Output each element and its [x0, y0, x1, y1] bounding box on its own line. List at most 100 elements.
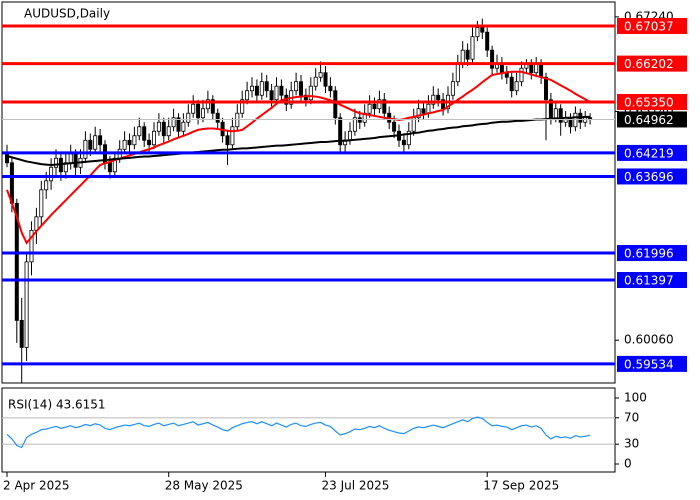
candle-body [480, 27, 485, 33]
candle-body [519, 67, 524, 83]
candle-body [166, 126, 171, 137]
ma-line [6, 115, 591, 167]
candle-body [279, 85, 284, 96]
candle-body [406, 130, 411, 146]
marks [5, 18, 593, 449]
candle-body [372, 103, 377, 110]
candle-body [73, 153, 78, 168]
candle-body [49, 166, 54, 182]
candle-body [308, 85, 313, 101]
rsi-y-tick-label: 0 [624, 457, 632, 471]
rsi-panel [1, 387, 616, 473]
candle-body [225, 135, 230, 146]
candle-body [352, 117, 357, 132]
candle-body [313, 76, 318, 87]
candle-body [450, 81, 455, 96]
candle-body [539, 63, 544, 78]
candle-body [142, 126, 147, 141]
x-tick-label: 2 Apr 2025 [3, 479, 70, 493]
grid: 2 Apr 2025 28 May 2025 23 Jul 2025 17 Sep 2… [2, 9, 674, 493]
candle-body [367, 103, 372, 114]
candle-body [132, 135, 137, 146]
x-tick-label: 17 Sep 2025 [483, 479, 559, 493]
level-box [617, 18, 687, 35]
candle-body [88, 139, 93, 150]
level-label: 0.65350 [624, 95, 674, 109]
ma-line [6, 70, 591, 245]
candle-body [558, 108, 563, 123]
candle-body [436, 94, 441, 101]
candle-body [196, 103, 201, 119]
candle-body [392, 121, 397, 132]
rsi-y-tick-label: 70 [624, 410, 639, 424]
candle-body [176, 117, 181, 132]
candle-body [171, 117, 176, 128]
candle-body [274, 85, 279, 101]
candle-body [44, 180, 49, 191]
level-label: 0.61397 [624, 274, 674, 288]
price-panel [1, 1, 616, 384]
candle-body [328, 85, 333, 92]
candle-body [54, 157, 59, 168]
candle-body [230, 126, 235, 146]
candle-body [107, 162, 112, 173]
candle-body [298, 81, 303, 96]
candle-body [460, 49, 465, 65]
level-box [617, 168, 687, 185]
candle-body [490, 49, 495, 69]
candle-body [19, 320, 24, 348]
candle-body [29, 229, 34, 263]
candle-body [200, 108, 205, 119]
candle-body [475, 27, 480, 38]
level-label: 0.61996 [624, 247, 674, 261]
candle-body [382, 99, 387, 114]
candle-body [514, 81, 519, 92]
candle-body [421, 108, 426, 114]
candle-body [455, 63, 460, 83]
candle-body [24, 261, 29, 348]
candle-body [215, 112, 220, 123]
candle-body [240, 99, 245, 114]
x-tick-label: 28 May 2025 [165, 479, 243, 493]
rsi-line [6, 416, 591, 449]
rsi-y-tick-label: 30 [624, 437, 639, 451]
candle-body [5, 153, 10, 164]
candle-body [583, 117, 588, 123]
candle-body [68, 153, 73, 164]
level-box [617, 245, 687, 262]
candle-body [235, 112, 240, 128]
overlay: 0.67037 0.66202 0.65350 0.64219 0.63696 0.619… [2, 18, 687, 372]
rsi-y-tick-label: 100 [624, 391, 647, 405]
candle-body [338, 117, 343, 146]
candle-body [269, 90, 274, 101]
candle-body [151, 130, 156, 146]
y-tick-label: 0.60060 [624, 333, 674, 347]
candle-body [254, 85, 259, 96]
candle-body [294, 81, 299, 92]
candle-body [137, 126, 142, 137]
x-tick-label: 23 Jul 2025 [322, 479, 390, 493]
candle-body [245, 90, 250, 101]
candle-body [122, 139, 127, 150]
candle-body [377, 99, 382, 110]
candle-body [465, 49, 470, 60]
candle-body [186, 112, 191, 123]
level-box [617, 93, 687, 110]
candle-body [93, 135, 98, 150]
chart-title: AUDUSD,Daily [24, 7, 110, 21]
level-label: 0.64962 [624, 113, 674, 127]
level-box [617, 111, 687, 128]
level-label: 0.59534 [624, 357, 674, 371]
candle-body [318, 72, 323, 78]
level-label: 0.63696 [624, 170, 674, 184]
level-box [617, 55, 687, 72]
level-label: 0.64219 [624, 146, 674, 160]
candle-body [416, 108, 421, 119]
candle-body [181, 121, 186, 132]
candle-body [156, 121, 161, 132]
candle-body [509, 76, 514, 92]
candle-body [264, 81, 269, 92]
level-label: 0.67037 [624, 20, 674, 34]
candle-body [347, 130, 352, 141]
